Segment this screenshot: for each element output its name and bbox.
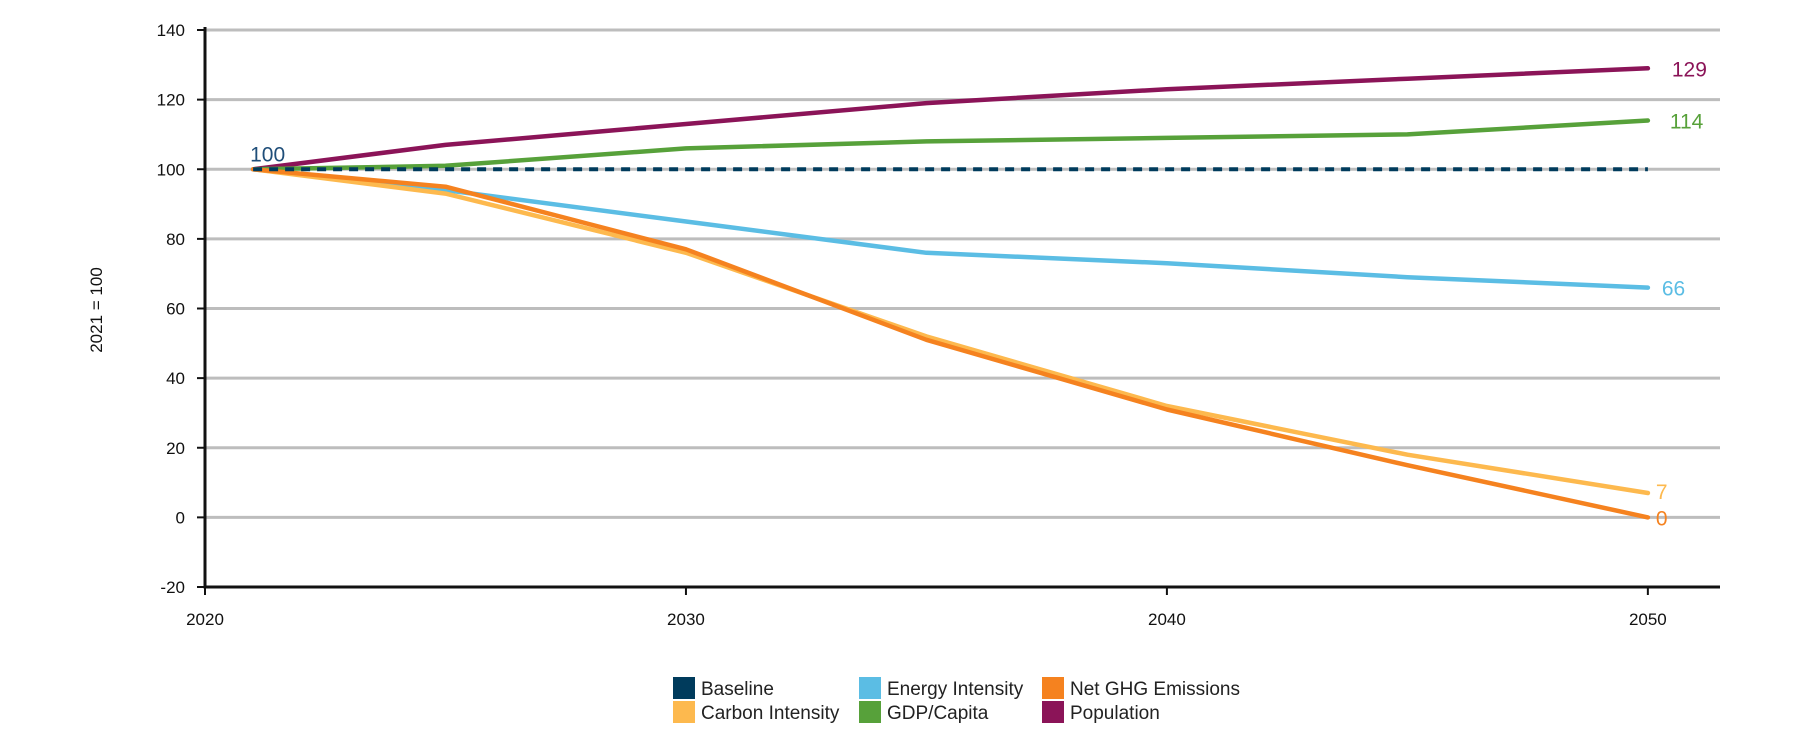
series-line-energy-intensity [250, 167, 1651, 290]
x-tick-labels: 2020 2030 2040 2050 [186, 610, 1667, 629]
end-labels: 100 129 114 66 7 0 [250, 58, 1707, 530]
legend-label: Carbon Intensity [701, 703, 840, 724]
series-line-population [250, 66, 1651, 172]
series-line-gdp-capita [250, 118, 1651, 172]
data-label: 100 [250, 143, 285, 166]
data-label: 129 [1672, 58, 1707, 81]
y-tick-label: 100 [157, 160, 185, 179]
gridlines [197, 28, 1720, 588]
legend-label: Net GHG Emissions [1070, 679, 1240, 700]
x-tick-label: 2040 [1148, 610, 1186, 629]
data-label: 0 [1656, 507, 1668, 530]
data-label: 114 [1670, 111, 1704, 134]
y-tick-label: -20 [160, 578, 185, 597]
legend-label: Baseline [701, 679, 774, 700]
y-tick-label: 60 [166, 300, 185, 319]
x-tick-label: 2030 [667, 610, 705, 629]
legend-swatch [673, 701, 695, 723]
y-tick-label: 20 [166, 439, 185, 458]
legend-swatch [1042, 677, 1064, 699]
legend-label: GDP/Capita [887, 703, 989, 724]
y-tick-label: 80 [166, 230, 185, 249]
y-tick-label: 40 [166, 369, 185, 388]
series-lines [250, 66, 1651, 520]
legend-swatch [859, 701, 881, 723]
y-tick-label: 120 [157, 91, 185, 110]
data-label: 66 [1662, 278, 1685, 301]
axes [203, 27, 1720, 595]
series-line-carbon-intensity [250, 167, 1651, 496]
y-tick-labels: 140 120 100 80 60 40 20 0 -20 [157, 21, 185, 597]
legend-swatch [859, 677, 881, 699]
data-label: 7 [1656, 481, 1668, 504]
y-tick-label: 140 [157, 21, 185, 40]
legend-swatch [1042, 701, 1064, 723]
series-line-net-ghg-emissions [250, 167, 1651, 520]
legend: Baseline Energy Intensity Net GHG Emission… [673, 677, 1240, 724]
y-axis-label: 2021 = 100 [87, 267, 106, 353]
legend-label: Population [1070, 703, 1160, 724]
y-tick-label: 0 [176, 508, 185, 527]
legend-swatch [673, 677, 695, 699]
legend-label: Energy Intensity [887, 679, 1024, 700]
x-tick-label: 2020 [186, 610, 224, 629]
x-tick-label: 2050 [1629, 610, 1667, 629]
